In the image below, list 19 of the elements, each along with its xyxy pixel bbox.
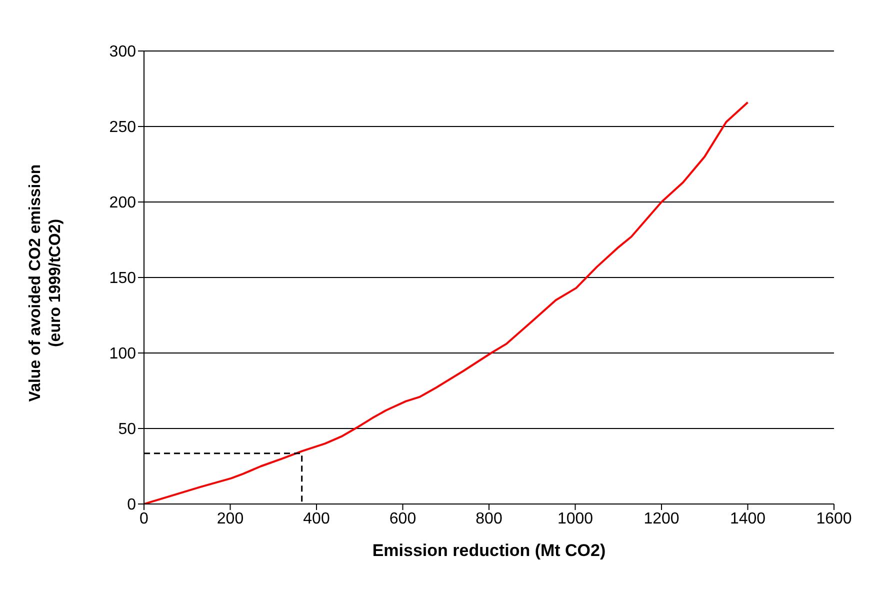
y-tick-label: 250 — [109, 119, 136, 136]
y-tick-label: 300 — [109, 44, 136, 61]
y-tick-label: 0 — [127, 496, 136, 514]
x-tick-label: 200 — [216, 510, 244, 528]
x-tick-label: 600 — [389, 510, 416, 528]
x-tick-label: 0 — [140, 510, 149, 528]
y-axis-title: Value of avoided CO2 emission (euro 1999/tCO2) — [27, 164, 64, 402]
line-series — [144, 101, 749, 504]
y-tick-label: 200 — [109, 194, 136, 212]
y-tick-label: 150 — [109, 270, 136, 288]
x-tick-label: 1600 — [816, 510, 852, 528]
x-tick-label: 1400 — [730, 510, 766, 528]
x-tick-label: 800 — [476, 510, 502, 528]
y-tick-label: 100 — [109, 346, 136, 363]
x-axis-title: Emission reduction (Mt CO2) — [372, 541, 606, 560]
x-tick-label: 1000 — [557, 510, 594, 528]
x-tick-label: 400 — [303, 510, 330, 528]
y-tick-label: 50 — [118, 421, 136, 438]
x-tick-label: 1200 — [644, 510, 680, 528]
